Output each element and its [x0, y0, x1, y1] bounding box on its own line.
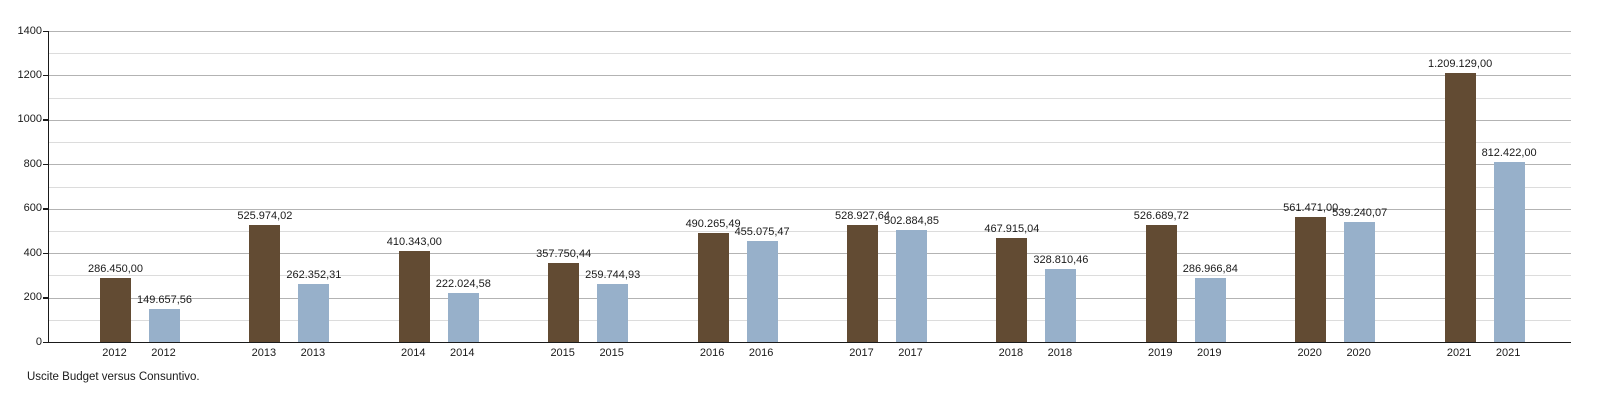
major-gridline — [49, 208, 1571, 210]
x-tick-label: 2016 — [699, 347, 725, 359]
bar-consuntivo-2018 — [1045, 268, 1077, 342]
y-tick-label: 200 — [23, 291, 42, 304]
bar-value-label: 455.075,47 — [734, 225, 790, 238]
bar-value-label: 539.240,07 — [1332, 207, 1388, 220]
major-gridline — [49, 31, 1571, 32]
minor-gridline — [49, 53, 1571, 55]
y-tick-mark — [43, 163, 48, 166]
bar-consuntivo-2013 — [298, 283, 330, 342]
bar-value-label: 410.343,00 — [386, 235, 442, 248]
bar-value-label: 467.915,04 — [984, 223, 1040, 236]
x-tick-label: 2019 — [1148, 347, 1173, 359]
minor-gridline — [49, 275, 1571, 277]
minor-gridline — [49, 186, 1571, 188]
y-tick-label: 1400 — [17, 24, 42, 37]
bar-budget-2021 — [1444, 73, 1476, 342]
bar-consuntivo-2017 — [896, 230, 927, 342]
minor-gridline — [49, 97, 1571, 99]
bar-value-label: 357.750,44 — [536, 247, 592, 260]
x-tick-label: 2014 — [401, 347, 426, 359]
minor-gridline — [49, 230, 1571, 232]
x-tick-label: 2017 — [898, 347, 923, 359]
bar-budget-2017 — [847, 224, 878, 342]
x-tick-label: 2018 — [998, 347, 1024, 359]
bar-budget-2018 — [996, 238, 1028, 342]
chart-caption: Uscite Budget versus Consuntivo. — [27, 371, 200, 383]
x-tick-label: 2013 — [300, 347, 326, 359]
major-gridline — [49, 297, 1571, 299]
y-tick-mark — [43, 119, 48, 121]
x-tick-label: 2016 — [748, 347, 774, 359]
x-tick-label: 2012 — [102, 347, 127, 359]
x-tick-label: 2021 — [1446, 347, 1472, 359]
bar-consuntivo-2019 — [1194, 278, 1226, 342]
x-tick-label: 2019 — [1197, 347, 1222, 359]
bar-value-label: 259.744,93 — [585, 269, 641, 282]
bar-value-label: 1.209.129,00 — [1427, 58, 1493, 71]
major-gridline — [49, 119, 1571, 121]
bar-value-label: 490.265,49 — [685, 218, 741, 231]
bar-budget-2016 — [697, 233, 729, 342]
x-tick-label: 2018 — [1047, 347, 1073, 359]
bar-value-label: 526.689,72 — [1133, 209, 1189, 222]
y-tick-mark — [43, 341, 48, 343]
bar-value-label: 286.450,00 — [87, 263, 144, 276]
bar-value-label: 502.884,85 — [883, 215, 940, 228]
y-tick-label: 0 — [35, 335, 42, 348]
major-gridline — [49, 253, 1571, 255]
bar-budget-2013 — [249, 225, 281, 342]
bar-budget-2015 — [548, 262, 580, 342]
y-tick-label: 1000 — [17, 113, 42, 126]
y-tick-mark — [43, 30, 48, 32]
bar-value-label: 149.657,56 — [136, 293, 193, 306]
minor-gridline — [49, 142, 1571, 144]
bar-consuntivo-2016 — [746, 240, 778, 342]
bar-budget-2012 — [100, 278, 131, 342]
bar-budget-2019 — [1145, 225, 1177, 342]
bar-budget-2020 — [1295, 217, 1327, 342]
plot-area: 286.450,00 149.657,56 525.974,02 262.352,31… — [48, 31, 1571, 343]
bar-value-label: 328.810,46 — [1033, 253, 1089, 266]
minor-gridline — [49, 319, 1571, 321]
bar-budget-2014 — [398, 250, 430, 342]
y-tick-mark — [43, 74, 48, 77]
bar-value-label: 262.352,31 — [286, 268, 342, 281]
x-tick-label: 2015 — [550, 347, 575, 359]
bar-value-label: 528.927,64 — [834, 209, 891, 222]
bar-value-label: 812.422,00 — [1481, 146, 1537, 159]
x-tick-label: 2020 — [1297, 347, 1322, 359]
bar-value-label: 222.024,58 — [435, 277, 491, 290]
x-tick-label: 2021 — [1495, 347, 1521, 359]
bar-value-label: 286.966,84 — [1182, 263, 1238, 276]
y-tick-label: 600 — [23, 202, 42, 215]
y-tick-mark — [43, 297, 48, 299]
bar-value-label: 561.471,00 — [1283, 202, 1339, 215]
bar-consuntivo-2012 — [149, 308, 180, 342]
x-tick-label: 2012 — [151, 347, 176, 359]
bar-consuntivo-2020 — [1344, 222, 1376, 342]
bar-value-label: 525.974,02 — [237, 210, 293, 223]
y-tick-mark — [43, 252, 48, 255]
y-tick-label: 800 — [23, 157, 42, 170]
x-tick-label: 2017 — [849, 347, 874, 359]
major-gridline — [49, 75, 1571, 77]
y-tick-label: 1200 — [17, 68, 42, 81]
x-tick-label: 2014 — [450, 347, 475, 359]
bar-consuntivo-2021 — [1493, 161, 1525, 342]
bar-consuntivo-2015 — [597, 284, 629, 342]
x-tick-label: 2015 — [599, 347, 624, 359]
x-tick-label: 2013 — [251, 347, 277, 359]
y-tick-label: 400 — [23, 246, 42, 259]
bar-consuntivo-2014 — [447, 292, 479, 342]
x-tick-label: 2020 — [1346, 347, 1371, 359]
y-tick-mark — [43, 208, 48, 210]
major-gridline — [49, 164, 1571, 166]
